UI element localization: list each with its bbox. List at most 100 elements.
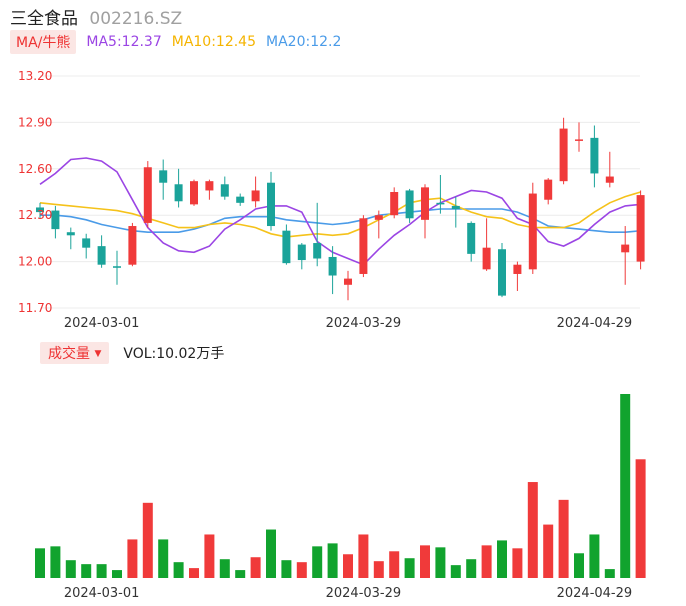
ma-legend: MA/牛熊 MA5:12.37 MA10:12.45 MA20:12.2 — [10, 30, 341, 54]
candle-body — [528, 193, 537, 270]
volume-bar — [81, 564, 92, 578]
volume-bar — [635, 459, 646, 578]
candle-body — [159, 170, 168, 183]
volume-bar — [527, 482, 538, 578]
candle-body — [344, 278, 352, 285]
x-tick-label: 2024-03-29 — [326, 586, 402, 601]
volume-legend: 成交量 ▼ VOL:10.02万手 — [40, 342, 224, 364]
volume-bar — [543, 524, 554, 578]
volume-bar — [189, 568, 199, 578]
candle-body — [575, 139, 583, 141]
volume-bar — [358, 534, 369, 578]
volume-bar — [373, 561, 384, 578]
candle-body — [390, 192, 399, 216]
y-tick-label: 12.90 — [18, 115, 52, 129]
volume-bar — [96, 564, 107, 578]
x-tick-label: 2024-04-29 — [557, 586, 633, 601]
candle-body — [636, 195, 645, 262]
volume-bar — [466, 559, 477, 578]
volume-bar — [281, 560, 292, 578]
volume-bar — [343, 554, 353, 578]
ma-indicator-badge[interactable]: MA/牛熊 — [10, 30, 77, 54]
volume-bar — [173, 562, 184, 578]
volume-bar — [481, 545, 492, 578]
candle-body — [328, 256, 337, 276]
x-tick-label: 2024-03-01 — [64, 316, 140, 331]
dropdown-caret-icon: ▼ — [94, 349, 102, 359]
y-tick-label: 12.00 — [18, 255, 52, 269]
ma5-legend: MA5:12.37 — [86, 34, 162, 50]
candle-body — [451, 205, 460, 210]
candle-body — [559, 128, 568, 182]
volume-bar — [312, 546, 323, 578]
volume-value: VOL:10.02万手 — [123, 346, 225, 362]
candle-body — [405, 190, 414, 219]
volume-indicator-badge[interactable]: 成交量 ▼ — [40, 342, 110, 364]
volume-bar — [620, 394, 631, 578]
volume-bar — [558, 499, 569, 578]
volume-bar — [266, 529, 276, 578]
candle-body — [174, 184, 183, 202]
candle-body — [36, 207, 44, 213]
volume-bar — [50, 546, 61, 578]
candle-body — [251, 190, 260, 202]
volume-bar — [450, 565, 461, 578]
y-tick-label: 12.30 — [18, 208, 52, 222]
stock-code: 002216.SZ — [89, 9, 183, 29]
y-tick-label: 13.20 — [18, 69, 52, 83]
ma5-line — [39, 157, 641, 266]
volume-bar — [497, 540, 507, 578]
candle-body — [143, 167, 152, 223]
candle-body — [297, 244, 306, 261]
candle-body — [313, 243, 322, 259]
stock-name: 三全食品 — [10, 9, 78, 29]
candle-body — [282, 230, 291, 264]
candle-body — [467, 222, 476, 254]
y-tick-label: 12.60 — [18, 162, 52, 176]
ma20-line — [40, 208, 641, 233]
candle-body — [267, 182, 275, 227]
candle-body — [128, 226, 137, 265]
volume-bar — [589, 534, 600, 578]
stock-title: 三全食品 002216.SZ — [10, 4, 182, 29]
candle-body — [97, 246, 106, 265]
candle-body — [82, 238, 91, 248]
candle-body — [421, 187, 429, 220]
candle-body — [621, 244, 630, 253]
candle-body — [190, 181, 198, 205]
x-tick-label: 2024-03-01 — [64, 586, 140, 601]
y-tick-label: 11.70 — [18, 301, 52, 315]
candle-body — [66, 232, 75, 236]
ma20-legend: MA20:12.2 — [266, 34, 342, 50]
volume-bar — [435, 547, 446, 578]
candle-body — [113, 266, 121, 268]
volume-bar — [327, 543, 338, 578]
candle-body — [482, 247, 491, 270]
candle-body — [498, 249, 506, 296]
ma10-legend: MA10:12.45 — [171, 34, 257, 50]
volume-bar — [604, 569, 615, 578]
volume-bar — [512, 548, 523, 578]
candle-body — [374, 215, 383, 220]
candle-body — [359, 218, 368, 274]
candle-body — [544, 179, 553, 200]
volume-bar — [250, 557, 261, 578]
candle-body — [220, 184, 229, 197]
x-tick-label: 2024-03-29 — [326, 316, 402, 331]
candle-body — [513, 264, 522, 274]
volume-bar — [404, 558, 415, 578]
volume-bar — [219, 559, 230, 578]
x-tick-label: 2024-04-29 — [557, 316, 633, 331]
candle-body — [605, 176, 614, 183]
volume-bar — [389, 551, 400, 578]
volume-bar — [65, 560, 76, 578]
volume-bar — [158, 539, 169, 578]
candle-body — [236, 196, 245, 203]
volume-bar — [112, 570, 122, 578]
volume-bar — [142, 502, 153, 578]
volume-bar — [235, 570, 246, 578]
candle-body — [590, 137, 599, 174]
volume-bar — [420, 545, 430, 578]
ma10-line — [39, 191, 641, 238]
